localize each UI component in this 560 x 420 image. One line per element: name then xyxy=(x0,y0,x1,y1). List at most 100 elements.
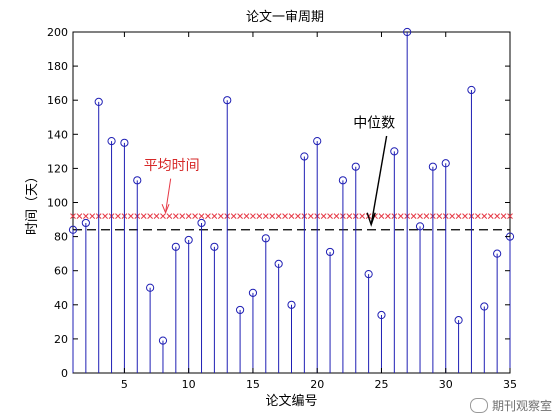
mean-marker xyxy=(475,213,481,219)
data-point xyxy=(274,259,283,373)
mean-marker xyxy=(256,213,263,219)
mean-marker xyxy=(378,213,385,219)
mean-marker xyxy=(250,213,256,219)
data-point xyxy=(68,225,78,373)
y-axis-label: 时间（天） xyxy=(25,170,40,235)
stem-marker xyxy=(146,283,155,292)
x-tick-label: 20 xyxy=(310,378,324,391)
y-tick-label: 60 xyxy=(54,265,68,278)
data-point xyxy=(107,137,116,373)
data-point xyxy=(313,137,322,373)
mean-marker xyxy=(327,213,333,219)
stem-marker xyxy=(390,147,399,156)
mean-marker xyxy=(487,213,494,219)
stem-marker xyxy=(428,162,437,171)
y-tick-label: 80 xyxy=(54,231,68,244)
data-point xyxy=(480,302,489,373)
mean-marker xyxy=(436,213,443,219)
y-tick-label: 120 xyxy=(47,162,68,175)
data-point xyxy=(325,247,335,373)
data-point xyxy=(338,176,348,373)
y-tick-label: 40 xyxy=(54,299,68,312)
mean-marker xyxy=(397,213,404,219)
stem-marker xyxy=(133,176,142,185)
mean-marker xyxy=(507,213,513,219)
mean-marker xyxy=(262,213,269,219)
stem-marker xyxy=(120,138,129,147)
stem-marker xyxy=(467,85,476,95)
mean-marker xyxy=(423,213,430,219)
data-point xyxy=(454,316,463,373)
data-point xyxy=(403,27,412,373)
stem-marker xyxy=(377,310,386,320)
stem-marker xyxy=(441,159,450,168)
mean-marker xyxy=(179,213,186,219)
stem-marker xyxy=(493,249,502,258)
mean-arrow xyxy=(165,178,172,213)
median-arrow xyxy=(370,135,388,225)
axis-ticks: 0 20 40 60 80 100 120 140 160 180 200 5 10 15 20 25 30 35 xyxy=(47,26,517,391)
mean-marker xyxy=(449,213,456,219)
mean-marker xyxy=(237,213,243,219)
mean-marker xyxy=(82,213,89,219)
data-point xyxy=(171,242,180,373)
stem-marker xyxy=(81,218,90,228)
stem-marker xyxy=(325,247,335,257)
data-point xyxy=(390,147,399,373)
x-tick-label: 15 xyxy=(246,378,260,391)
median-arrow-head xyxy=(366,212,376,227)
stem-marker xyxy=(351,162,360,171)
mean-marker xyxy=(320,213,327,219)
wechat-icon xyxy=(469,398,488,413)
data-point xyxy=(467,85,476,373)
y-tick-label: 160 xyxy=(47,94,68,107)
stem-marker xyxy=(223,96,232,105)
mean-marker xyxy=(205,213,211,219)
mean-marker xyxy=(153,213,160,219)
data-point xyxy=(94,97,103,373)
stem-marker xyxy=(415,222,425,231)
mean-marker xyxy=(295,213,301,219)
x-tick-label: 35 xyxy=(503,378,517,391)
data-point xyxy=(415,222,425,373)
mean-marker xyxy=(307,213,314,219)
mean-marker xyxy=(89,213,96,219)
x-tick-label: 5 xyxy=(121,378,128,391)
mean-marker xyxy=(76,213,83,219)
data-point xyxy=(235,305,245,373)
median-annotation: 中位数 xyxy=(353,115,395,131)
data-point xyxy=(300,152,309,373)
mean-marker xyxy=(417,213,423,219)
y-tick-label: 100 xyxy=(47,197,68,210)
mean-arrow-head xyxy=(161,204,170,215)
mean-marker xyxy=(333,213,340,219)
mean-marker xyxy=(410,213,417,219)
data-point xyxy=(120,138,129,373)
y-tick-label: 20 xyxy=(54,333,68,346)
stem-marker xyxy=(480,302,489,311)
chart-title: 论文一审周期 xyxy=(245,10,324,25)
mean-marker xyxy=(230,213,237,219)
y-tick-label: 140 xyxy=(47,128,68,141)
data-point xyxy=(248,288,258,373)
mean-marker xyxy=(140,213,147,219)
mean-marker xyxy=(211,213,218,219)
data-point xyxy=(287,300,296,373)
y-tick-label: 0 xyxy=(61,367,68,380)
mean-marker xyxy=(102,213,108,219)
mean-marker xyxy=(346,213,353,219)
x-axis-label: 论文编号 xyxy=(265,394,317,409)
data-point xyxy=(81,218,90,373)
data-point xyxy=(428,162,437,373)
data-point xyxy=(223,96,232,373)
data-point xyxy=(351,162,360,373)
mean-marker xyxy=(494,213,501,219)
x-tick-label: 30 xyxy=(439,378,453,391)
x-tick-label: 25 xyxy=(374,378,388,391)
stem-marker xyxy=(171,242,180,251)
stem-marker xyxy=(274,259,283,268)
y-tick-label: 200 xyxy=(47,26,68,39)
mean-marker xyxy=(127,213,134,219)
mean-marker xyxy=(243,213,250,219)
